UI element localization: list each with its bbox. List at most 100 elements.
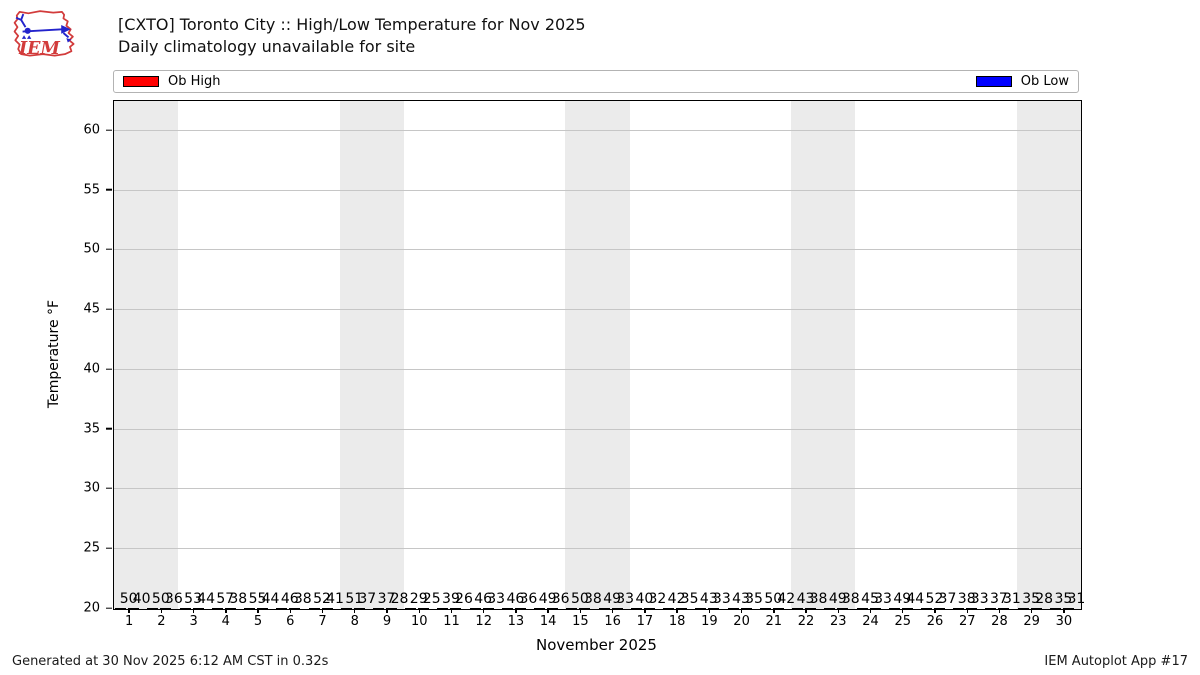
weekend-band xyxy=(114,101,179,609)
gridline xyxy=(114,309,1081,311)
x-tick-label: 11 xyxy=(443,614,460,629)
bar-pair: 49 36 xyxy=(534,591,570,609)
y-tick-mark xyxy=(106,248,112,251)
bar-pair: 50 40 xyxy=(115,591,151,609)
bar-high-value-label: 42 xyxy=(667,591,686,607)
bar-high-value-label: 53 xyxy=(184,591,202,607)
bar-low-day-26: 37 xyxy=(933,591,956,609)
bar-high-value-label: 39 xyxy=(442,591,460,607)
bar-pair: 45 33 xyxy=(856,591,892,609)
bar-low-day-19: 33 xyxy=(708,591,731,609)
bar-low-value-label: 33 xyxy=(712,591,731,607)
bar-low-value-label: 31 xyxy=(1067,591,1086,607)
ob-low-swatch xyxy=(975,76,1012,87)
x-tick-label: 27 xyxy=(958,614,976,629)
x-tick-mark xyxy=(418,609,420,613)
day-slot-23: 49 38 xyxy=(823,101,860,609)
y-tick-mark xyxy=(106,308,112,310)
bar-high-value-label: 45 xyxy=(861,591,879,607)
y-tick-label: 40 xyxy=(83,361,100,377)
bar-high-value-label: 49 xyxy=(603,591,622,607)
bar-low-value-label: 33 xyxy=(487,591,506,607)
bar-pair: 55 44 xyxy=(244,591,279,609)
day-slot-30: 35 31 xyxy=(1049,101,1085,609)
bar-high-value-label: 40 xyxy=(635,591,654,607)
gridline xyxy=(114,548,1081,550)
bar-low-value-label: 38 xyxy=(841,591,860,607)
x-tick-day-3: 3 xyxy=(177,609,209,629)
day-slot-13: 46 36 xyxy=(501,101,537,609)
bar-pair: 43 38 xyxy=(792,591,827,609)
bar-high-value-label: 57 xyxy=(216,591,235,607)
bar-high-day-30: 35 xyxy=(1049,591,1072,609)
x-tick-mark xyxy=(740,609,743,613)
plot-area: 50 40 50 36 53 44 57 38 55 44 46 38 52 41 51 37 37 28 29 25… xyxy=(113,100,1085,610)
bar-low-value-label: 33 xyxy=(970,591,989,607)
day-slot-27: 38 33 xyxy=(952,101,989,609)
y-tick-label: 20 xyxy=(83,600,100,616)
bar-high-value-label: 50 xyxy=(764,591,783,607)
day-slot-1: 50 40 xyxy=(114,101,151,609)
bar-low-value-label: 41 xyxy=(326,591,344,607)
bar-high-day-1: 50 xyxy=(115,591,138,609)
bar-pair: 52 41 xyxy=(308,591,344,609)
x-tick-day-20: 20 xyxy=(725,609,757,629)
bar-high-value-label: 35 xyxy=(1022,591,1041,607)
weather-vane-icon xyxy=(15,13,72,43)
x-tick-day-30: 30 xyxy=(1048,609,1080,629)
bar-low-value-label: 36 xyxy=(551,591,570,607)
x-tick-label: 20 xyxy=(733,614,750,629)
bar-low-value-label: 33 xyxy=(616,591,635,607)
bar-low-day-29: 28 xyxy=(1030,591,1053,609)
day-slot-17: 40 32 xyxy=(630,101,666,609)
bar-low-day-11: 26 xyxy=(450,591,473,609)
y-tick-mark xyxy=(106,487,112,490)
x-tick-day-1: 1 xyxy=(113,609,145,629)
bar-high-day-5: 55 xyxy=(244,591,266,609)
bar-low-value-label: 38 xyxy=(293,591,312,607)
x-tick-day-17: 17 xyxy=(629,609,661,629)
x-tick-mark xyxy=(450,609,453,613)
bar-high-value-label: 43 xyxy=(732,591,750,607)
x-tick-mark xyxy=(805,609,807,613)
y-axis: 20 25 30 35 40 45 50 55 60 xyxy=(0,100,112,616)
y-tick-label: 60 xyxy=(83,122,100,138)
bar-low-value-label: 44 xyxy=(197,591,215,607)
x-tick-label: 25 xyxy=(894,614,912,629)
bar-low-day-5: 44 xyxy=(257,591,279,609)
x-tick-day-12: 12 xyxy=(468,609,500,629)
x-tick-day-23: 23 xyxy=(822,609,854,629)
bar-low-value-label: 44 xyxy=(906,591,925,607)
x-tick-mark xyxy=(676,609,678,613)
bar-high-day-12: 46 xyxy=(469,591,492,609)
day-slot-24: 45 33 xyxy=(855,101,892,609)
bar-low-day-20: 35 xyxy=(740,591,763,609)
x-tick-mark xyxy=(386,609,388,613)
bar-pair: 35 31 xyxy=(1049,591,1085,609)
day-slot-18: 42 35 xyxy=(662,101,699,609)
iem-logo: IEM xyxy=(13,10,75,59)
chart-title: [CXTO] Toronto City :: High/Low Temperat… xyxy=(118,15,586,34)
x-tick-day-29: 29 xyxy=(1016,609,1048,629)
bar-high-value-label: 49 xyxy=(828,591,847,607)
bar-low-day-15: 38 xyxy=(579,591,602,609)
bar-high-value-label: 52 xyxy=(313,591,331,607)
app-credit-text: IEM Autoplot App #17 xyxy=(1044,654,1188,669)
bar-high-value-label: 35 xyxy=(1054,591,1073,607)
x-tick-day-28: 28 xyxy=(983,609,1015,629)
day-slot-15: 50 38 xyxy=(565,101,602,609)
weekend-band xyxy=(565,101,630,609)
x-tick-day-8: 8 xyxy=(339,609,371,629)
day-slot-12: 46 33 xyxy=(469,101,505,609)
bar-high-value-label: 49 xyxy=(538,591,557,607)
iowa-outline xyxy=(13,10,75,57)
bar-high-day-13: 46 xyxy=(501,591,524,609)
bar-high-day-16: 49 xyxy=(598,591,621,609)
bar-high-day-20: 43 xyxy=(727,591,750,609)
y-tick-mark xyxy=(106,607,112,609)
x-tick-label: 21 xyxy=(765,614,783,629)
x-tick-mark xyxy=(773,609,775,613)
bar-low-value-label: 38 xyxy=(583,591,602,607)
x-tick-label: 3 xyxy=(189,614,198,629)
